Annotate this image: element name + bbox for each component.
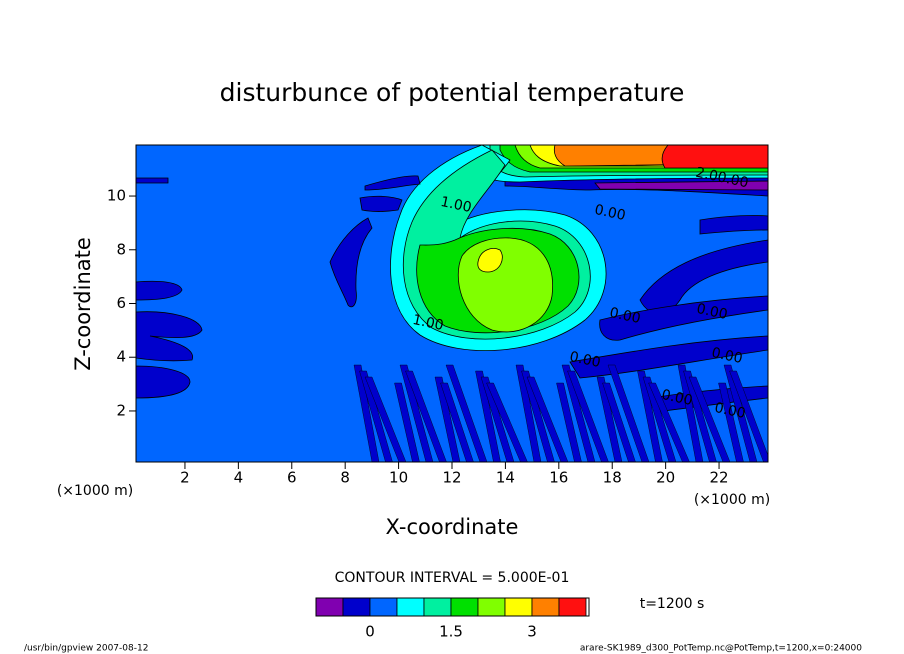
contour-label: 0.00 [608, 305, 642, 327]
contour-label: 0.00 [713, 400, 747, 422]
chart-title: disturbunce of potential temperature [220, 78, 685, 107]
contour-band [718, 382, 744, 462]
y-tick-label: 2 [116, 401, 126, 419]
contour-band [440, 382, 474, 462]
y-tick-label: 6 [116, 294, 126, 312]
contour-band [661, 145, 768, 169]
contour-band [596, 376, 623, 462]
contour-band [723, 364, 758, 462]
contour-band [486, 382, 528, 462]
footer-left: /usr/bin/gpview 2007-08-12 [24, 644, 148, 654]
contour-band [556, 382, 582, 462]
contour-band [475, 370, 501, 462]
contour-band [569, 335, 768, 379]
x-tick-label: 4 [234, 469, 244, 487]
contour-band [683, 370, 717, 462]
contour-band [445, 364, 488, 462]
y-tick-label: 10 [107, 187, 126, 205]
contour-band [394, 382, 420, 462]
contour-label: 0.00 [568, 349, 602, 371]
x-unit-label: (×1000 m) [57, 483, 133, 499]
contour-field: 1.001.000.000.000.000.000.000.000.002.00… [136, 145, 768, 462]
x-tick-label: 6 [287, 469, 297, 487]
colorbar-box [450, 597, 479, 617]
colorbar-box [315, 597, 344, 617]
x-tick-label: 20 [656, 469, 675, 487]
x-tick-label: 12 [442, 469, 461, 487]
contour-band [364, 376, 407, 462]
contour-band [567, 370, 609, 462]
contour-band [359, 195, 403, 212]
contour-band [526, 376, 569, 462]
x-tick-label: 16 [549, 469, 568, 487]
contour-band [561, 364, 596, 462]
colorbar-frame [315, 597, 590, 617]
colorbar-box [558, 597, 587, 617]
y-tick-label: 8 [116, 240, 126, 258]
x-unit-label: (×1000 m) [694, 492, 770, 508]
footer-right: arare-SK1989_d300_PotTemp.nc@PotTemp,t=1… [580, 644, 862, 654]
x-tick-label: 10 [389, 469, 408, 487]
x-tick-label: 2 [180, 469, 190, 487]
contour-band [434, 376, 461, 462]
colorbar-box [477, 597, 506, 617]
colorbar-tick-label: 1.5 [439, 623, 463, 641]
contour-band [602, 382, 636, 462]
colorbar-tick-label: 0 [365, 623, 375, 641]
contour-band [637, 370, 663, 462]
contour-band [480, 376, 515, 462]
x-tick-label: 18 [603, 469, 622, 487]
contour-band [515, 364, 542, 462]
contour-band [405, 370, 447, 462]
colorbar-box [396, 597, 425, 617]
contour-band [136, 280, 183, 301]
colorbar-box [342, 597, 371, 617]
contour-band [599, 295, 768, 341]
contour-band [521, 370, 555, 462]
contour-band [677, 364, 704, 462]
contour-band [329, 217, 373, 308]
contour-band [359, 370, 393, 462]
time-label: t=1200 s [640, 596, 705, 612]
contour-band [477, 248, 503, 273]
contour-label: 0.00 [695, 301, 729, 323]
contour-band [648, 382, 690, 462]
y-axis-label: Z-coordinate [71, 237, 95, 371]
contour-band [136, 311, 203, 362]
colorbar-box [531, 597, 560, 617]
colorbar-box [369, 597, 398, 617]
contour-band [136, 365, 191, 399]
contour-band [688, 376, 731, 462]
contour-band [729, 370, 768, 462]
contour-band [594, 180, 768, 191]
contour-label: 1.00 [411, 312, 445, 334]
contour-interval: CONTOUR INTERVAL = 5.000E-01 [335, 570, 570, 586]
contour-label: 0.00 [593, 202, 627, 224]
contour-band [607, 364, 650, 462]
colorbar-box [423, 597, 452, 617]
contour-band [353, 364, 380, 462]
contour-label: 0.00 [710, 345, 744, 367]
y-tick-label: 4 [116, 348, 126, 366]
contour-label: 0.00 [660, 387, 694, 409]
contour-band [364, 175, 421, 191]
x-axis-label: X-coordinate [386, 515, 519, 539]
colorbar-box [504, 597, 533, 617]
colorbar-tick-label: 3 [527, 623, 537, 641]
contour-band [136, 177, 169, 184]
contour-band [699, 215, 768, 235]
x-tick-label: 22 [710, 469, 729, 487]
contour-band [399, 364, 434, 462]
contour-label: 1.00 [439, 194, 473, 216]
x-tick-label: 8 [340, 469, 350, 487]
x-tick-label: 14 [496, 469, 515, 487]
contour-band [642, 376, 677, 462]
